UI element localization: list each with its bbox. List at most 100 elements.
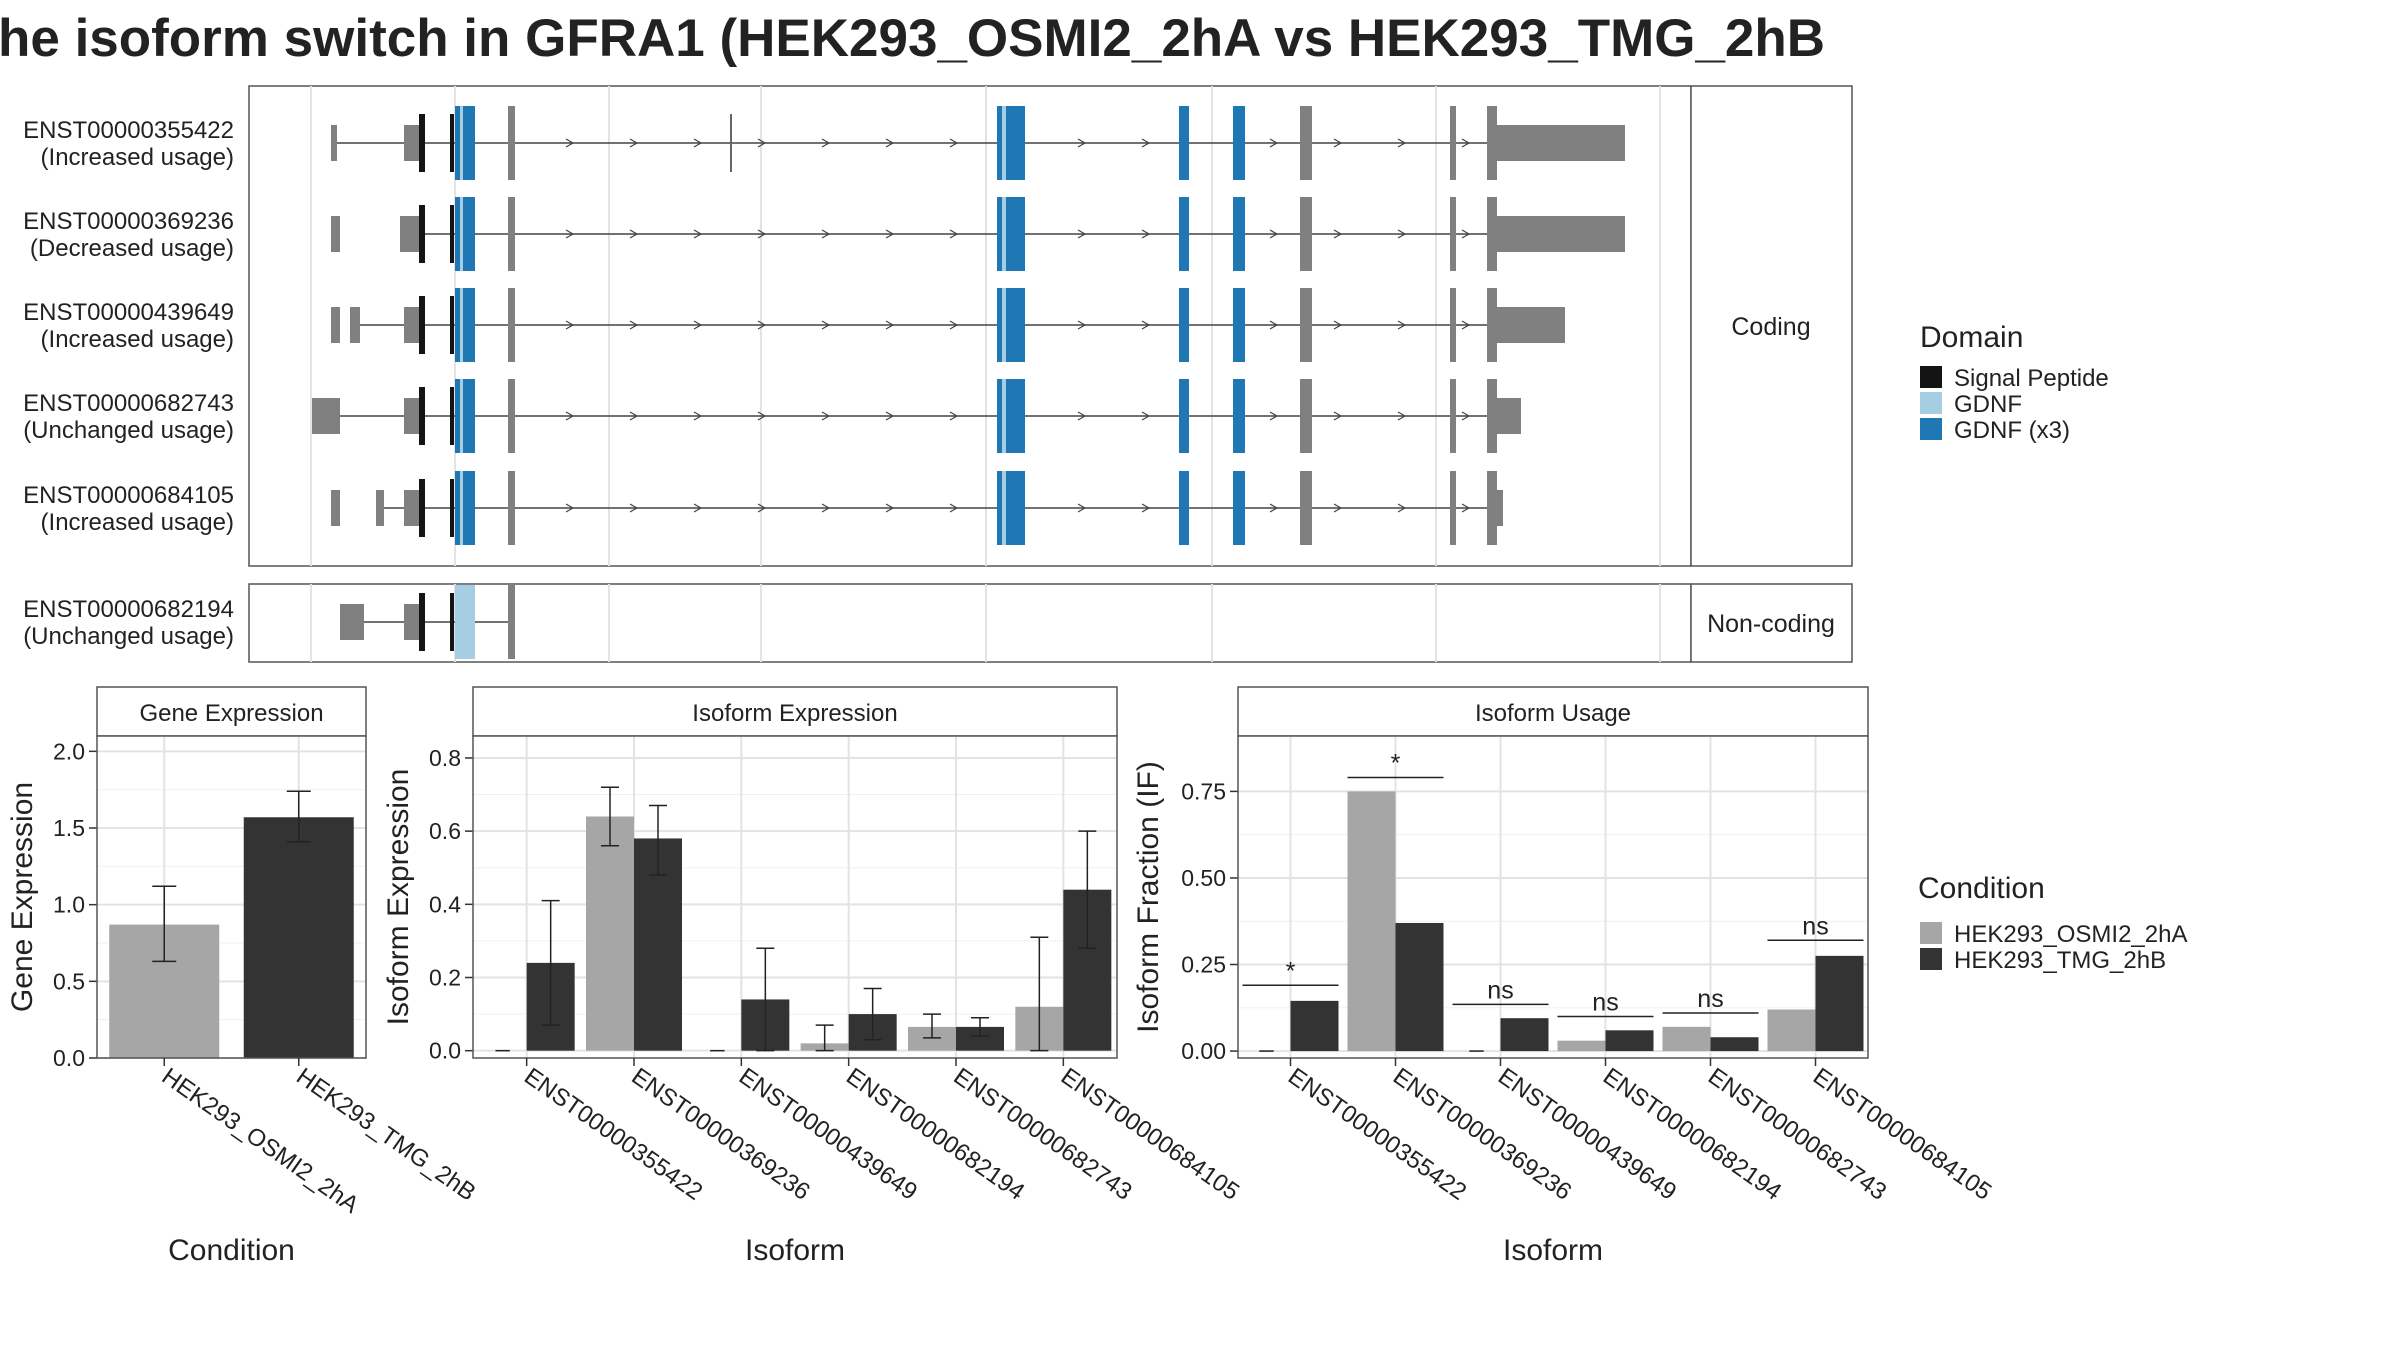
exon-gdnf: [455, 585, 475, 659]
direction-arrow: [885, 503, 895, 513]
direction-arrow: [1077, 503, 1087, 513]
isoform-label-id: ENST00000682194: [23, 596, 234, 623]
direction-arrow: [1077, 411, 1087, 421]
exon-sp: [419, 205, 425, 263]
x-axis-title: Condition: [168, 1234, 295, 1267]
direction-arrow: [565, 503, 575, 513]
x-tick-label: ENST00000682743: [949, 1063, 1137, 1206]
legend-key-gdnf: [1920, 392, 1942, 414]
exon-exon: [1300, 379, 1312, 453]
exon-sp: [450, 205, 454, 263]
structure-rows-noncoding: [340, 585, 515, 659]
exon-exon: [1300, 288, 1312, 362]
exon-gdnf3: [997, 379, 1025, 453]
direction-arrow: [757, 411, 767, 421]
exon-last: [1497, 398, 1521, 434]
x-tick-label: ENST00000684105: [1056, 1063, 1244, 1206]
direction-arrow: [1333, 411, 1343, 421]
legend-key-gdnf-x3: [1920, 418, 1942, 440]
structure-panel-coding: Coding: [248, 85, 1853, 567]
isoform-label-usage: (Decreased usage): [30, 235, 234, 262]
direction-arrow: [1333, 503, 1343, 513]
exon-exon: [1450, 471, 1456, 545]
exon-last: [1497, 307, 1565, 343]
exon-gdnf3: [1233, 471, 1245, 545]
direction-arrow: [1461, 411, 1471, 421]
exon-exon: [404, 125, 420, 161]
gdnf-stripe: [1002, 288, 1006, 362]
isoform-label-usage: (Increased usage): [41, 144, 234, 171]
exon-gdnf3: [455, 379, 475, 453]
exon-exon: [331, 216, 340, 252]
exon-first: [376, 490, 384, 526]
exon-exon: [508, 379, 515, 453]
direction-arrow: [693, 229, 703, 239]
direction-arrow: [1333, 138, 1343, 148]
direction-arrow: [1461, 503, 1471, 513]
exon-exon: [1300, 106, 1312, 180]
y-tick-label: 0.0: [429, 1038, 461, 1064]
direction-arrow: [949, 411, 959, 421]
direction-arrow: [629, 138, 639, 148]
exon-gdnf3: [1179, 197, 1189, 271]
direction-arrow: [1269, 411, 1279, 421]
direction-arrow: [693, 411, 703, 421]
exon-sp: [450, 593, 454, 651]
significance-label: *: [1391, 750, 1401, 778]
direction-arrow: [949, 503, 959, 513]
bar: [1605, 1030, 1654, 1052]
exon-last: [1497, 490, 1503, 526]
exon-exon: [331, 490, 340, 526]
exon-exon: [1450, 379, 1456, 453]
plot-border: [96, 735, 367, 1059]
direction-arrow: [821, 503, 831, 513]
panel-title: Isoform Expression: [692, 700, 897, 727]
y-axis-title: Gene Expression: [6, 782, 39, 1012]
exon-exon: [1487, 288, 1497, 362]
bar: [1395, 922, 1444, 1052]
direction-arrow: [565, 138, 575, 148]
exon-exon: [331, 398, 340, 434]
exon-gdnf3: [997, 197, 1025, 271]
plot-border: [472, 735, 1118, 1059]
transcript-ENST00000355422: [331, 106, 1625, 180]
structure-rows-coding: [312, 106, 1625, 545]
legend-label-cond-a: HEK293_OSMI2_2hA: [1954, 921, 2187, 948]
direction-arrow: [1269, 320, 1279, 330]
gdnf-stripe: [460, 471, 463, 545]
direction-arrow: [1397, 411, 1407, 421]
exon-exon: [404, 490, 420, 526]
y-tick-label: 0.6: [429, 818, 461, 844]
exon-gdnf3: [455, 288, 475, 362]
direction-arrow: [1269, 138, 1279, 148]
direction-arrow: [1141, 138, 1151, 148]
exon-gdnf3: [997, 471, 1025, 545]
y-axis-title: Isoform Fraction (IF): [1132, 761, 1165, 1033]
direction-arrow: [821, 320, 831, 330]
x-tick-label: ENST00000682194: [841, 1063, 1029, 1206]
panel-strip: [96, 686, 367, 737]
exon-exon: [508, 197, 515, 271]
direction-arrow: [629, 411, 639, 421]
transcript-ENST00000439649: [331, 288, 1565, 362]
direction-arrow: [757, 503, 767, 513]
exon-sp: [450, 114, 454, 172]
direction-arrow: [1333, 229, 1343, 239]
direction-arrow: [885, 411, 895, 421]
direction-arrow: [693, 320, 703, 330]
legend-label-cond-b: HEK293_TMG_2hB: [1954, 947, 2166, 974]
direction-arrow: [629, 229, 639, 239]
isoform-label-id: ENST00000355422: [23, 117, 234, 144]
direction-arrow: [1461, 138, 1471, 148]
direction-arrow: [693, 138, 703, 148]
x-tick-label: ENST00000355422: [519, 1063, 707, 1206]
transcript-ENST00000682743: [312, 379, 1521, 453]
exon-sp: [450, 479, 454, 537]
bar: [243, 817, 354, 1058]
y-tick-label: 0.50: [1181, 865, 1226, 891]
plot-area: [1238, 736, 1868, 1058]
exon-first: [340, 604, 364, 640]
bar: [1347, 791, 1396, 1052]
x-axis-title: Isoform: [1503, 1234, 1603, 1267]
